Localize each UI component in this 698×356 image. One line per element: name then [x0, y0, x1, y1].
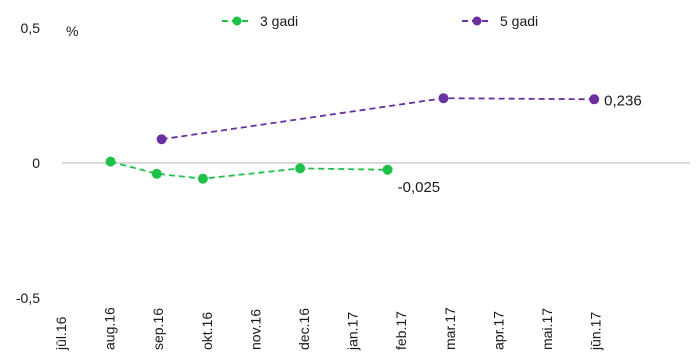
- y-tick-label: 0: [32, 155, 40, 171]
- legend-marker: [233, 17, 242, 26]
- end-value-label: 0,236: [604, 92, 642, 109]
- data-point: [157, 134, 167, 144]
- data-point: [439, 93, 449, 103]
- data-point: [106, 157, 116, 167]
- data-point: [295, 163, 305, 173]
- x-tick-label: feb.17: [393, 311, 409, 350]
- legend-label: 5 gadi: [500, 13, 538, 29]
- data-point: [152, 169, 162, 179]
- y-unit-label: %: [66, 23, 78, 39]
- data-point: [589, 94, 599, 104]
- x-tick-label: jan.17: [345, 312, 361, 351]
- legend-label: 3 gadi: [260, 13, 298, 29]
- data-point: [198, 174, 208, 184]
- series-line: [111, 162, 388, 179]
- x-tick-label: mar.17: [442, 307, 458, 350]
- x-tick-label: nov.16: [247, 309, 263, 350]
- series-line: [162, 98, 595, 139]
- legend: 3 gadi 5 gadi: [222, 13, 538, 29]
- x-tick-label: mai.17: [539, 308, 555, 350]
- x-tick-label: okt.16: [199, 312, 215, 350]
- x-tick-label: sep.16: [150, 308, 166, 350]
- x-tick-label: dec.16: [296, 308, 312, 350]
- series-layer: -0,025 0,236: [106, 92, 642, 195]
- legend-marker: [473, 17, 482, 26]
- x-tick-label: aug.16: [102, 307, 118, 350]
- y-tick-label: -0,5: [16, 290, 40, 306]
- end-value-label: -0,025: [398, 179, 441, 196]
- data-point: [383, 165, 393, 175]
- x-tick-label: jūl.16: [53, 316, 69, 351]
- x-tick-label: jūn.17: [588, 312, 604, 351]
- y-tick-label: 0,5: [21, 20, 41, 36]
- x-tick-label: apr.17: [490, 311, 506, 350]
- axes: -0,5 0 0,5 % jūl.16 aug.16 sep.16 okt.16 nov.16 d…: [16, 20, 690, 351]
